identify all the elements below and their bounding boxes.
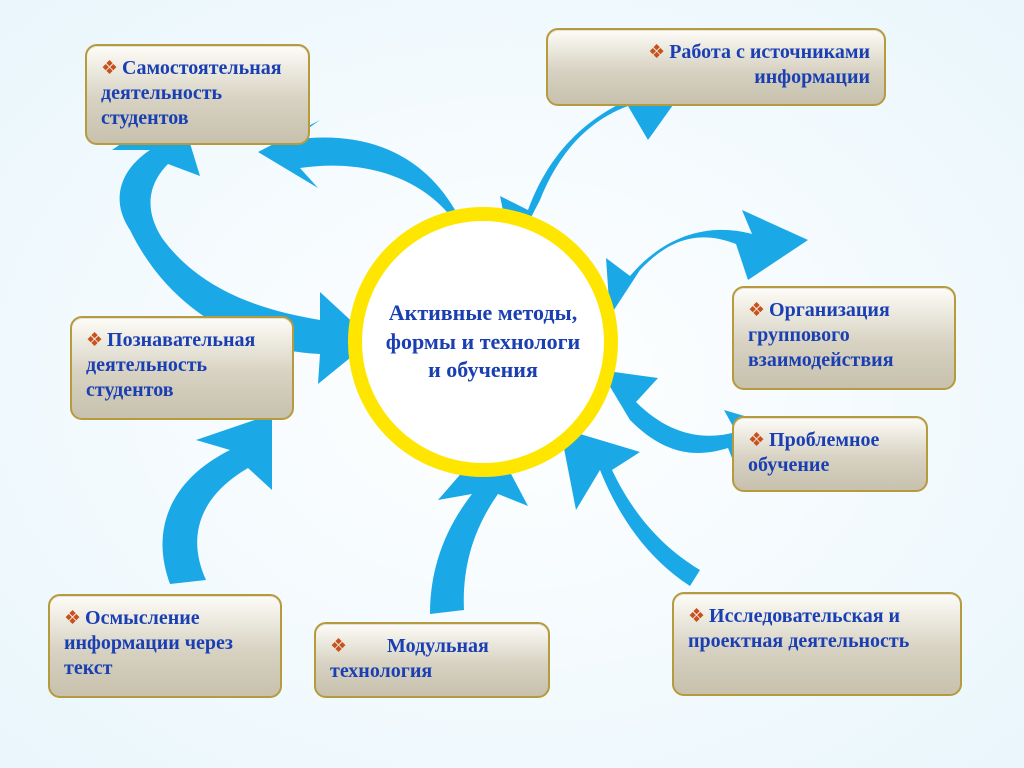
box-problem-label: Проблемное обучение (748, 429, 879, 476)
box-text-comp-label: Осмысление информации через текст (64, 607, 233, 679)
arrow-from-research (560, 428, 700, 586)
bullet-icon: ❖ (64, 607, 81, 631)
box-sources: ❖Работа с источниками информации (546, 28, 886, 106)
center-label: Активные методы, формы и технологи и обу… (362, 299, 604, 385)
bullet-icon: ❖ (748, 299, 765, 323)
bullet-icon: ❖ (648, 41, 665, 65)
box-modular: ❖Модульная технология (314, 622, 550, 698)
bullet-icon: ❖ (748, 429, 765, 453)
box-cognitive: ❖Познавательная деятельность студентов (70, 316, 294, 420)
bullet-icon: ❖ (330, 635, 347, 659)
box-research: ❖Исследовательская и проектная деятельно… (672, 592, 962, 696)
box-research-label: Исследовательская и проектная деятельнос… (688, 605, 909, 652)
bullet-icon: ❖ (101, 57, 118, 81)
box-group-org-label: Организация группового взаимодействия (748, 299, 894, 371)
box-text-comp: ❖Осмысление информации через текст (48, 594, 282, 698)
box-cognitive-label: Познавательная деятельность студентов (86, 329, 255, 401)
box-self-activity: ❖Самостоятельная деятельность студентов (85, 44, 310, 145)
diagram-canvas: { "background": { "gradient_from": "#e9f… (0, 0, 1024, 768)
bullet-icon: ❖ (86, 329, 103, 353)
box-group-org: ❖Организация группового взаимодействия (732, 286, 956, 390)
box-sources-label: Работа с источниками информации (669, 41, 870, 88)
center-node: Активные методы, формы и технологи и обу… (348, 207, 618, 477)
box-self-activity-label: Самостоятельная деятельность студентов (101, 57, 282, 129)
arrow-from-text (163, 414, 273, 584)
box-problem: ❖Проблемное обучение (732, 416, 928, 492)
bullet-icon: ❖ (688, 605, 705, 629)
box-modular-label: Модульная технология (330, 635, 489, 682)
